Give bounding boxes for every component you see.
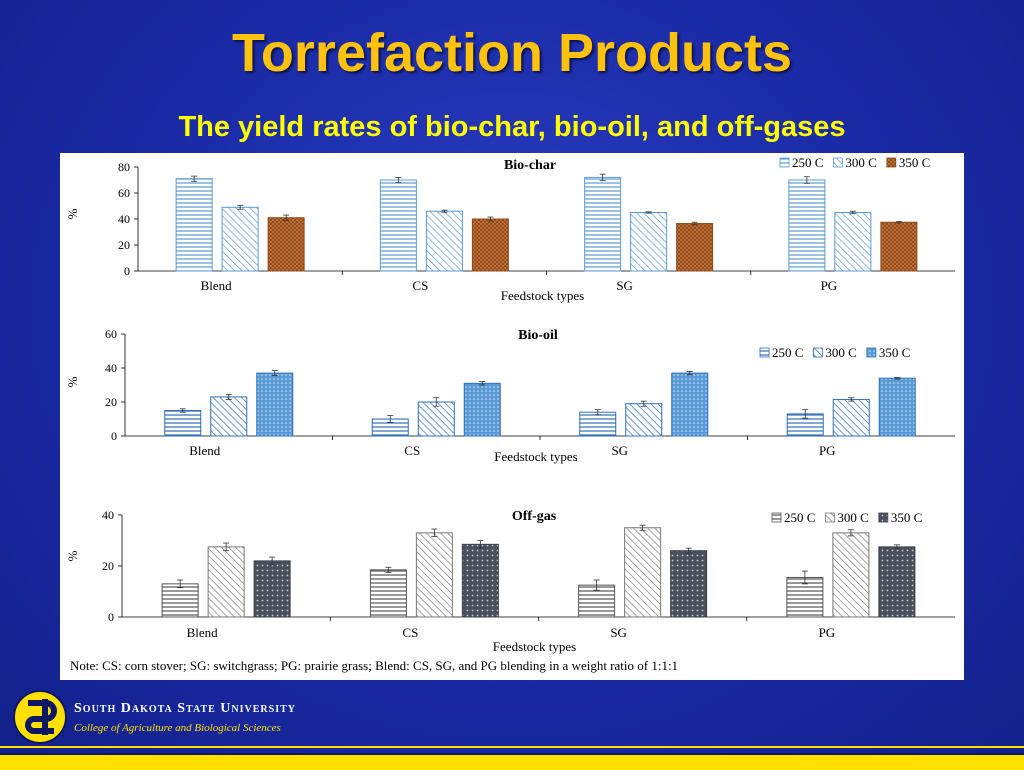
- chart-title: Bio-char: [504, 158, 556, 173]
- y-tick-label: 40: [118, 212, 130, 226]
- bar: [369, 569, 407, 618]
- y-axis-label: %: [65, 550, 80, 561]
- legend-swatch: [813, 347, 823, 358]
- category-label: SG: [611, 443, 628, 458]
- bar: [579, 411, 617, 437]
- bar: [834, 212, 872, 272]
- bar: [379, 179, 417, 272]
- category-label: PG: [821, 278, 838, 293]
- charts-panel: 0 20 40 60 80% Bio-char Blend CS SG PG Feedstock t…: [60, 153, 964, 680]
- university-name: South Dakota State University: [74, 701, 296, 716]
- bar: [832, 532, 870, 618]
- legend-swatch: [825, 512, 835, 523]
- legend-label: 350 C: [879, 345, 910, 360]
- y-tick-label: 20: [102, 559, 114, 573]
- category-label: Blend: [201, 278, 233, 293]
- category-label: CS: [402, 625, 418, 640]
- y-axis-label: %: [65, 208, 80, 219]
- slide-subtitle: The yield rates of bio-char, bio-oil, an…: [178, 111, 846, 143]
- bar: [670, 550, 708, 618]
- bar: [671, 372, 709, 437]
- chart-title: Bio-oil: [518, 328, 558, 343]
- sdsu-logo: [13, 690, 67, 744]
- legend-label: 350 C: [891, 510, 922, 525]
- bar: [463, 382, 501, 437]
- bar: [164, 410, 202, 437]
- footnote: Note: CS: corn stover; SG: switchgrass; …: [70, 658, 679, 673]
- bar: [471, 218, 509, 272]
- bar: [221, 206, 259, 272]
- bar: [625, 403, 663, 437]
- slide-title: Torrefaction Products: [231, 23, 793, 83]
- category-label: SG: [616, 278, 633, 293]
- category-label: SG: [610, 625, 627, 640]
- category-label: CS: [404, 443, 420, 458]
- category-label: PG: [819, 625, 836, 640]
- bar: [880, 221, 918, 272]
- y-tick-label: 20: [105, 395, 117, 409]
- legend-swatch: [833, 157, 843, 168]
- legend-label: 300 C: [825, 345, 856, 360]
- x-axis-label: Feedstock types: [494, 449, 577, 464]
- chart-title: Off-gas: [512, 509, 557, 524]
- legend-swatch: [886, 157, 897, 168]
- bar: [461, 543, 499, 618]
- y-tick-label: 60: [105, 327, 117, 341]
- y-tick-label: 20: [118, 238, 130, 252]
- legend-swatch: [759, 347, 770, 358]
- legend-label: 250 C: [772, 345, 803, 360]
- legend-swatch: [866, 347, 877, 358]
- x-axis-label: Feedstock types: [493, 639, 576, 654]
- y-tick-label: 80: [118, 160, 130, 174]
- legend-label: 300 C: [845, 155, 876, 170]
- bar: [624, 527, 662, 618]
- y-tick-label: 40: [102, 508, 114, 522]
- y-axis-label: %: [65, 376, 80, 387]
- bar: [788, 179, 826, 272]
- college-name: College of Agriculture and Biological Sc…: [74, 722, 281, 734]
- footer-divider: [0, 746, 1024, 748]
- category-label: Blend: [187, 625, 219, 640]
- bar: [425, 210, 463, 272]
- bar: [878, 546, 916, 618]
- bar: [676, 223, 714, 272]
- charts-svg: 0 20 40 60 80% Bio-char Blend CS SG PG Feedstock t…: [65, 155, 955, 654]
- x-axis-label: Feedstock types: [501, 288, 584, 303]
- legend-label: 250 C: [792, 155, 823, 170]
- category-label: Blend: [189, 443, 221, 458]
- bar: [253, 560, 291, 618]
- y-tick-label: 0: [108, 610, 114, 624]
- bar: [161, 583, 199, 618]
- bar: [415, 532, 453, 618]
- bar: [832, 398, 870, 437]
- legend-swatch: [771, 512, 782, 523]
- y-tick-label: 60: [118, 186, 130, 200]
- legend-label: 300 C: [837, 510, 868, 525]
- bar: [878, 377, 916, 437]
- bar: [417, 401, 455, 437]
- legend-label: 250 C: [784, 510, 815, 525]
- bar: [210, 396, 248, 437]
- y-tick-label: 40: [105, 361, 117, 375]
- category-label: CS: [412, 278, 428, 293]
- bar: [267, 217, 305, 272]
- category-label: PG: [819, 443, 836, 458]
- y-tick-label: 0: [111, 429, 117, 443]
- bar: [584, 176, 622, 272]
- bar: [207, 546, 245, 618]
- bar: [175, 178, 213, 272]
- bar: [630, 212, 668, 272]
- bar: [256, 372, 294, 437]
- legend-swatch: [779, 157, 790, 168]
- legend-swatch: [878, 512, 889, 523]
- footer-bar: [0, 753, 1024, 770]
- y-tick-label: 0: [124, 264, 130, 278]
- legend-label: 350 C: [899, 155, 930, 170]
